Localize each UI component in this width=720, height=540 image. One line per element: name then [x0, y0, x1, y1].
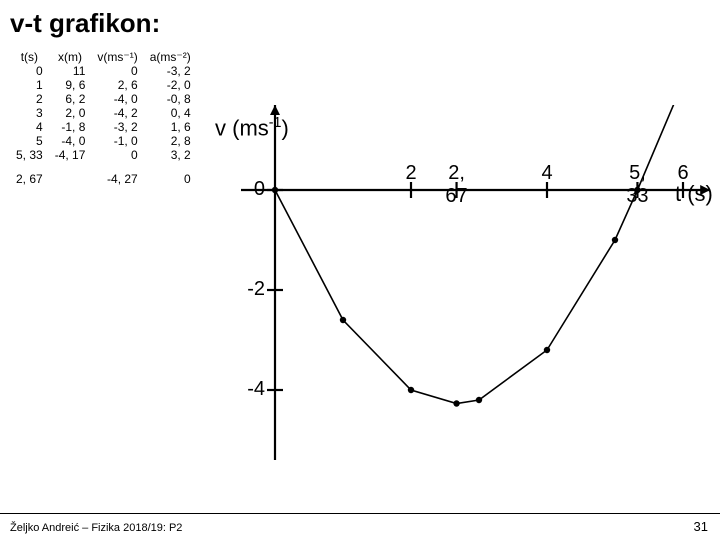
x-tick-label: 2, 67 [437, 162, 477, 208]
slide-title: v-t grafikon: [10, 8, 160, 39]
col-header: t(s) [10, 50, 49, 64]
table-row: 19, 62, 6-2, 0 [10, 78, 197, 92]
table-row: 2, 67-4, 270 [10, 162, 197, 186]
table-row: 0110-3, 2 [10, 64, 197, 78]
col-header: x(m) [49, 50, 92, 64]
y-tick-label: -2 [235, 278, 265, 301]
table-row: 32, 0-4, 20, 4 [10, 106, 197, 120]
table-row: 5-4, 0-1, 02, 8 [10, 134, 197, 148]
x-tick-label: 4 [527, 162, 567, 185]
x-tick-label: 6 [663, 162, 703, 185]
vt-chart [215, 105, 710, 465]
y-tick-label: 0 [235, 178, 265, 201]
data-table: t(s)x(m)v(ms⁻¹)a(ms⁻²) 0110-3, 219, 62, … [10, 50, 197, 186]
x-tick-label: 5, 33 [617, 162, 657, 208]
col-header: v(ms⁻¹) [91, 50, 143, 64]
footer-divider [0, 513, 720, 514]
x-tick-label: 2 [391, 162, 431, 185]
page-number: 31 [694, 519, 708, 534]
table-row: 4-1, 8-3, 21, 6 [10, 120, 197, 134]
table-row: 5, 33-4, 1703, 2 [10, 148, 197, 162]
col-header: a(ms⁻²) [144, 50, 197, 64]
table-row: 26, 2-4, 0-0, 8 [10, 92, 197, 106]
footer-text: Željko Andreić – Fizika 2018/19: P2 [10, 522, 182, 534]
y-tick-label: -4 [235, 378, 265, 401]
